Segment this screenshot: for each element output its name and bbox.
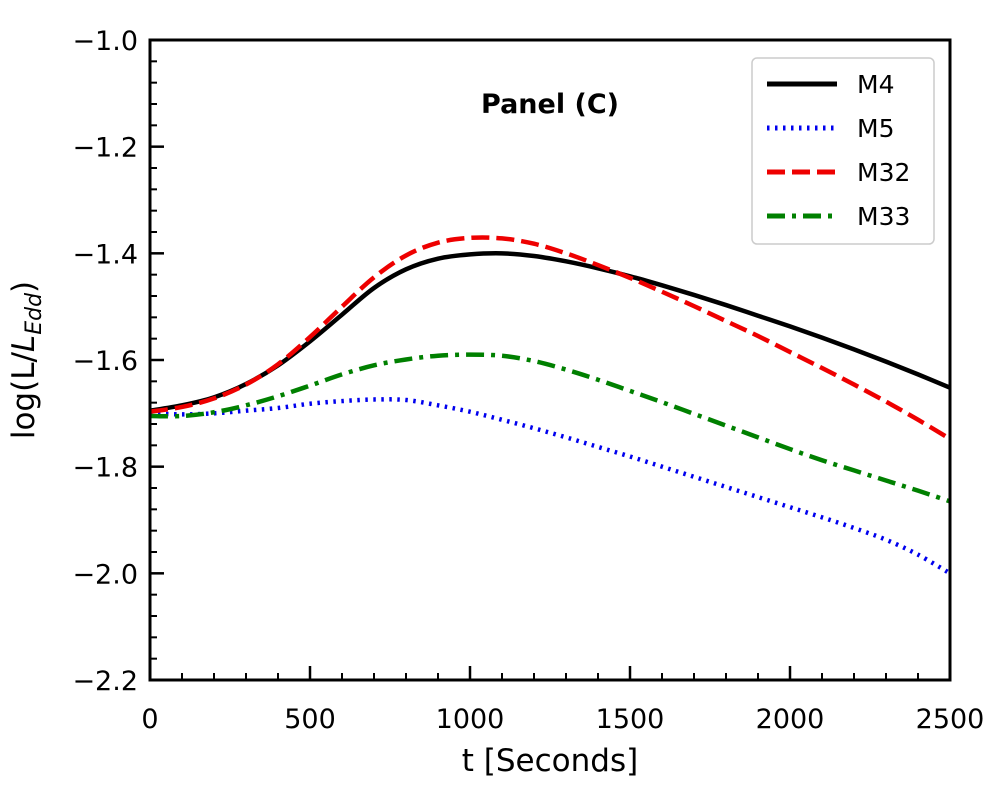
series-lines [149, 235, 952, 576]
panel-label: Panel (C) [481, 89, 619, 120]
y-axis-label: log(L/LEdd) [6, 281, 47, 439]
legend-label-m32: M32 [857, 158, 910, 187]
plot-frame [148, 38, 952, 682]
legend-label-m4: M4 [857, 70, 894, 99]
x-tick-label: 500 [284, 704, 336, 735]
legend-label-m5: M5 [857, 114, 894, 143]
y-axis-label-symbol: L [6, 335, 42, 352]
y-axis-label-prefix: log(L/ [6, 352, 42, 440]
legend-label-m33: M33 [857, 202, 910, 231]
series-line-m32 [149, 235, 952, 441]
x-tick-label: 2500 [916, 704, 985, 735]
series-line-m4 [149, 251, 951, 413]
y-tick-label: −1.8 [72, 453, 138, 484]
legend: M4 M5 M32 M33 [751, 57, 935, 245]
y-axis-label-suffix: ) [6, 281, 42, 293]
x-tick-label: 2000 [756, 704, 825, 735]
series-line-m33 [149, 352, 951, 504]
y-tick-label: −1.2 [72, 133, 138, 164]
x-tick-label: 1000 [436, 704, 505, 735]
y-axis-label-subscript: Edd [22, 292, 47, 335]
y-tick-label: −1.0 [72, 26, 138, 57]
y-tick-label: −2.2 [72, 666, 138, 697]
y-tick-label: −1.4 [72, 239, 138, 270]
x-axis-label: t [Seconds] [462, 743, 638, 779]
x-tick-label: 0 [141, 704, 158, 735]
x-tick-label: 1500 [596, 704, 665, 735]
legend-frame [751, 57, 935, 245]
tick-labels: 0 500 1000 1500 2000 2500 −2.2 −2.0 −1.8 −1.6 −1.4… [72, 26, 984, 735]
y-tick-label: −1.6 [72, 346, 138, 377]
y-tick-label: −2.0 [72, 559, 138, 590]
series-line-m5 [149, 397, 952, 576]
